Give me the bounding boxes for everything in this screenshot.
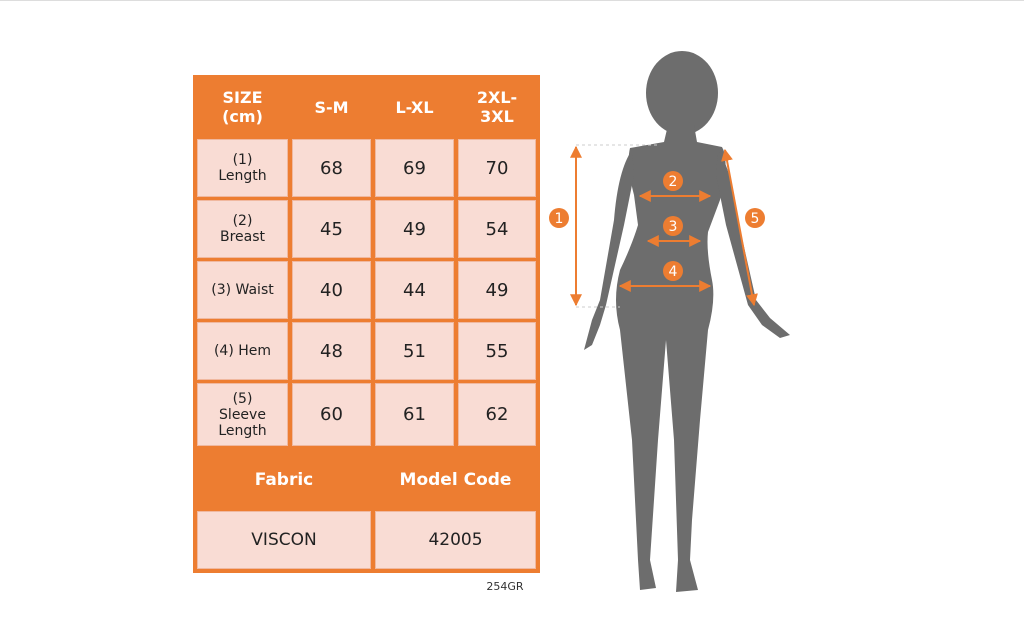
size-value: 68 [292, 139, 371, 197]
size-value: 49 [375, 200, 454, 258]
size-value: 48 [292, 322, 371, 380]
measure-name: (4) Hem [197, 322, 288, 380]
marker-dot [663, 171, 683, 191]
marker-dot [745, 208, 765, 228]
info-value: VISCON [197, 511, 371, 569]
size-value: 60 [292, 383, 371, 446]
measure-name: (2) Breast [197, 200, 288, 258]
size-value: 61 [375, 383, 454, 446]
marker-label: 1 [555, 211, 564, 227]
marker-dot [549, 208, 569, 228]
size-value: 40 [292, 261, 371, 319]
header-cell: SIZE (cm) [197, 77, 288, 137]
size-value: 62 [458, 383, 536, 446]
size-value: 69 [375, 139, 454, 197]
header-cell: 2XL-3XL [458, 77, 536, 137]
info-header: Model Code [375, 450, 536, 510]
marker-dot [663, 261, 683, 281]
measure-name: (5) Sleeve Length [197, 383, 288, 446]
top-rule [0, 0, 1024, 1]
markers: 1 2 3 4 5 [549, 171, 765, 281]
measure-arrows [570, 145, 758, 307]
size-value: 45 [292, 200, 371, 258]
size-value: 55 [458, 322, 536, 380]
marker-dot [663, 216, 683, 236]
info-header: Fabric [197, 450, 371, 510]
header-cell: L-XL [375, 77, 454, 137]
marker-label: 5 [751, 211, 760, 227]
marker-label: 3 [669, 219, 678, 235]
measure-name: (1) Length [197, 139, 288, 197]
size-value: 51 [375, 322, 454, 380]
guide-lines [576, 144, 660, 308]
marker-label: 4 [669, 264, 678, 280]
marker-label: 2 [669, 174, 678, 190]
size-value: 44 [375, 261, 454, 319]
header-cell: S-M [292, 77, 371, 137]
size-value: 70 [458, 139, 536, 197]
model-code-label: 254GR [486, 579, 524, 593]
size-value: 54 [458, 200, 536, 258]
silhouette [584, 51, 790, 592]
measure-name: (3) Waist [197, 261, 288, 319]
info-value: 42005 [375, 511, 536, 569]
size-value: 49 [458, 261, 536, 319]
